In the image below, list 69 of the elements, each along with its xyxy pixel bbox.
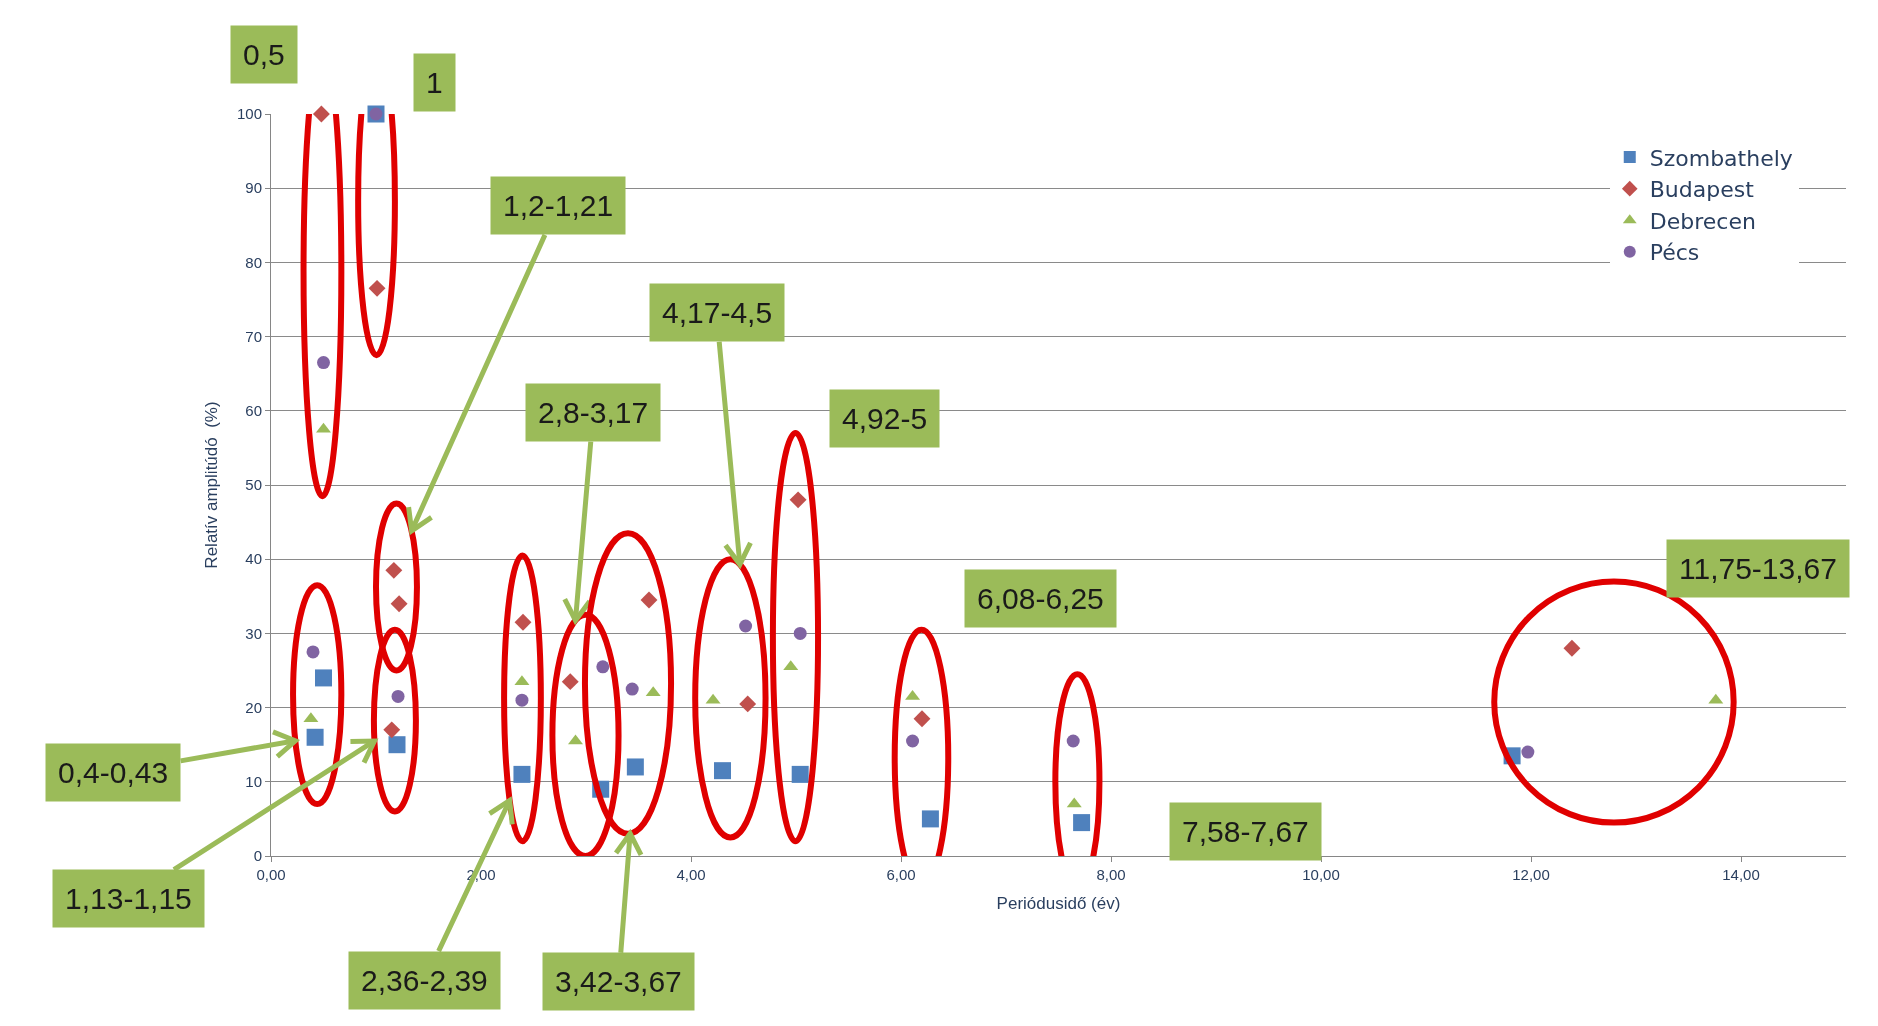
y-tick-label: 70 <box>245 327 262 345</box>
point <box>514 613 532 631</box>
annotation: 3,42-3,67 <box>555 965 682 998</box>
y-tick-label: 90 <box>245 179 262 197</box>
point <box>906 734 920 748</box>
point <box>383 721 401 739</box>
point <box>385 561 403 579</box>
x-tick-label: 8,00 <box>1096 866 1126 883</box>
point <box>626 758 644 776</box>
annotation: 11,75-13,67 <box>1679 552 1837 585</box>
point <box>513 765 531 783</box>
point <box>739 695 757 713</box>
point <box>315 669 332 687</box>
text: 0,5 <box>243 38 285 71</box>
x-tick-label: 14,00 <box>1722 866 1760 883</box>
annotation: 1,13-1,15 <box>65 882 192 915</box>
x-tick-label: 10,00 <box>1302 866 1340 883</box>
annotation: 2,36-2,39 <box>361 964 488 997</box>
y-axis-title: Relatív amplitúdó (%) <box>201 401 221 569</box>
annotation: 2,8-3,17 <box>538 396 649 429</box>
point <box>791 765 809 783</box>
annotation: 1,2-1,21 <box>503 189 614 222</box>
annotation: 6,08-6,25 <box>977 582 1104 615</box>
annotation: 7,58-7,67 <box>1182 815 1309 848</box>
point <box>317 356 330 370</box>
point <box>1563 639 1581 657</box>
point <box>368 279 386 297</box>
x-tick-label: 6,00 <box>886 866 916 883</box>
point <box>714 762 731 780</box>
point <box>596 660 610 674</box>
x-tick-label: 0,00 <box>256 866 286 883</box>
point <box>921 810 939 828</box>
y-tick-label: 50 <box>245 476 262 494</box>
y-tick-label: 100 <box>236 105 262 123</box>
legend-label: Szombathely <box>1649 145 1793 171</box>
x-tick-label: 12,00 <box>1512 866 1550 883</box>
point <box>1521 745 1535 759</box>
point <box>789 491 807 509</box>
point <box>312 105 330 123</box>
legend-label: Budapest <box>1649 177 1755 203</box>
point <box>390 595 408 613</box>
point <box>561 673 579 691</box>
point <box>625 682 639 696</box>
y-tick-label: 40 <box>245 550 262 568</box>
point <box>306 728 324 746</box>
point <box>388 736 406 754</box>
point <box>306 645 320 659</box>
x-axis-title: Periódusidő (év) <box>996 894 1121 914</box>
point <box>1066 734 1080 748</box>
text: 1 <box>426 66 443 99</box>
legend-label: Debrecen <box>1649 208 1756 234</box>
point <box>1073 814 1091 832</box>
y-tick-label: 60 <box>245 402 262 420</box>
point <box>515 693 529 707</box>
y-tick-label: 80 <box>245 253 262 271</box>
y-tick-label: 10 <box>245 773 262 791</box>
point <box>793 626 807 640</box>
y-tick-label: 20 <box>245 698 262 716</box>
x-tick-label: 4,00 <box>676 866 706 883</box>
point <box>739 619 753 633</box>
y-tick-label: 0 <box>253 847 262 865</box>
y-tick-label: 30 <box>245 624 262 642</box>
point <box>640 591 658 609</box>
annotation: 4,17-4,5 <box>662 296 773 329</box>
point <box>391 689 405 703</box>
legend-label: Pécs <box>1649 240 1700 266</box>
point <box>913 710 931 728</box>
annotation: 4,92-5 <box>842 402 928 435</box>
annotation: 0,4-0,43 <box>58 756 169 789</box>
